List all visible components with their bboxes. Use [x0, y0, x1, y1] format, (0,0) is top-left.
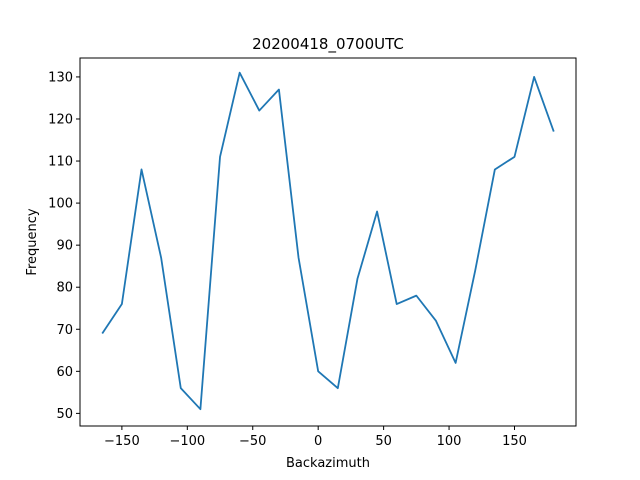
- y-tick-label: 90: [56, 239, 73, 254]
- y-tick-label: 130: [48, 70, 73, 85]
- plot-area: [101, 71, 555, 411]
- x-axis-label: Backazimuth: [286, 456, 370, 471]
- y-axis-label: Frequency: [25, 208, 40, 275]
- x-tick-label: 100: [437, 434, 462, 449]
- y-tick-label: 80: [56, 281, 73, 296]
- x-tick-label: −100: [169, 434, 205, 449]
- y-tick-label: 120: [48, 112, 73, 127]
- y-tick-label: 70: [56, 323, 73, 338]
- x-tick-label: 150: [502, 434, 527, 449]
- chart-title: 20200418_0700UTC: [252, 35, 404, 54]
- y-tick-label: 110: [48, 155, 73, 170]
- y-tick-label: 60: [56, 365, 73, 380]
- axes-frame: [79, 57, 577, 427]
- series-line: [101, 71, 555, 411]
- x-tick-label: 0: [314, 434, 322, 449]
- x-tick-label: −50: [239, 434, 266, 449]
- x-tick-label: 50: [375, 434, 392, 449]
- y-tick-label: 50: [56, 407, 73, 422]
- y-tick-label: 100: [48, 197, 73, 212]
- x-tick-label: −150: [104, 434, 140, 449]
